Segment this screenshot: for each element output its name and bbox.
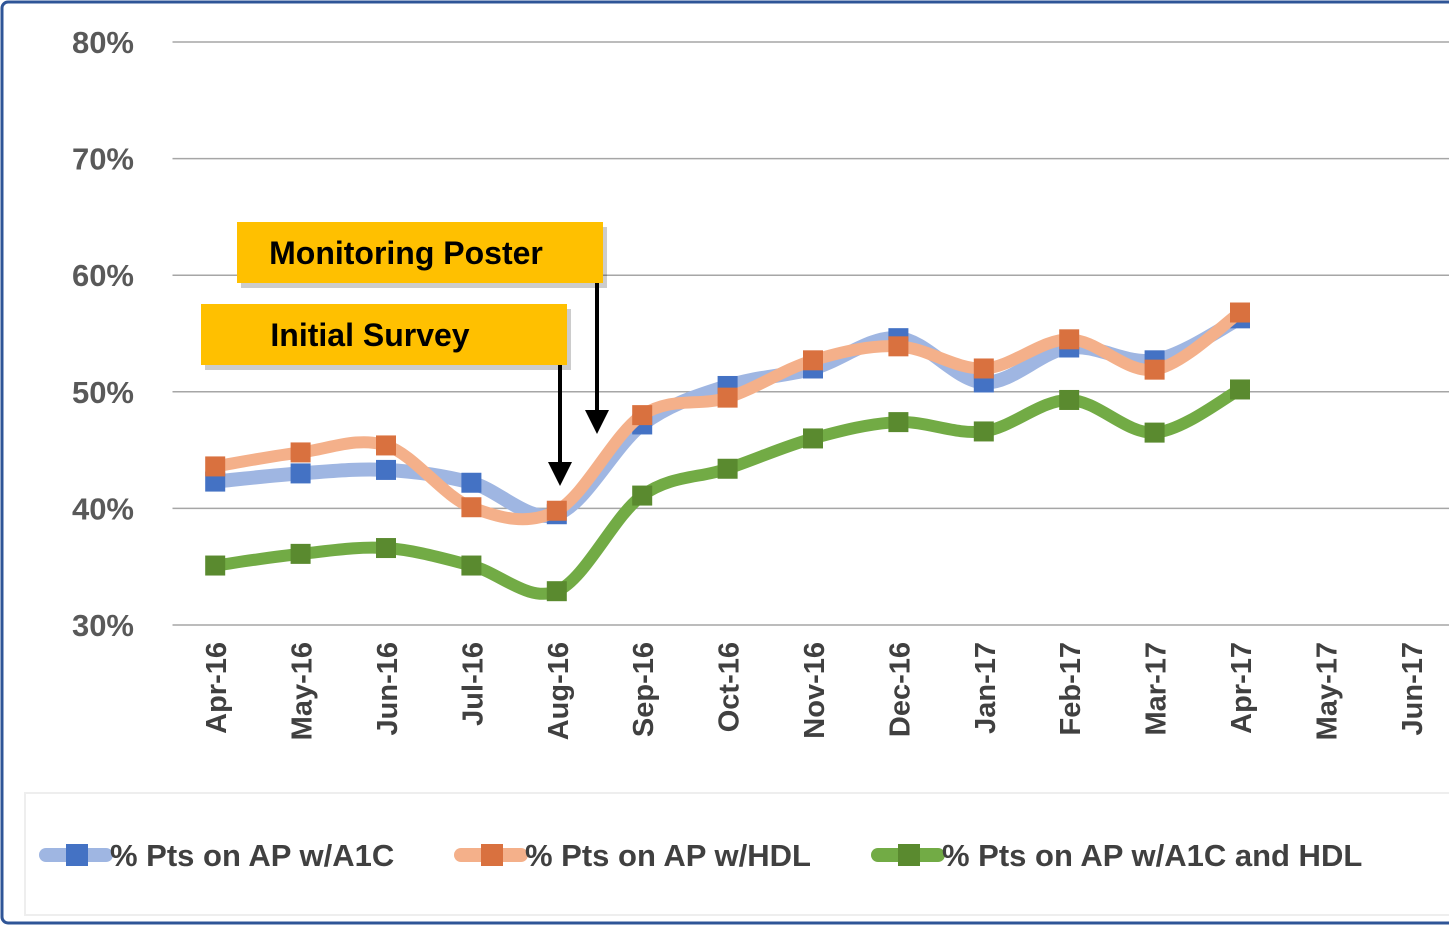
x-tick-label: Jun-16 — [372, 642, 404, 735]
marker — [1230, 379, 1250, 400]
y-tick-label: 30% — [72, 608, 134, 643]
marker — [205, 471, 226, 492]
x-tick-label: Aug-16 — [543, 642, 575, 740]
x-tick-label: Sep-16 — [628, 642, 660, 737]
marker — [717, 387, 738, 408]
marker — [376, 538, 396, 559]
annotation-box — [201, 304, 567, 365]
marker — [1230, 302, 1250, 323]
marker — [803, 350, 823, 371]
marker — [290, 442, 311, 463]
marker — [546, 500, 567, 521]
marker — [1059, 389, 1080, 410]
marker — [1059, 329, 1080, 350]
marker — [632, 485, 653, 506]
marker — [205, 555, 226, 576]
x-tick-label: Apr-16 — [201, 642, 233, 734]
marker — [973, 421, 994, 442]
annotation-text: Initial Survey — [270, 317, 469, 353]
legend-box — [24, 792, 1449, 916]
marker — [888, 336, 909, 357]
marker — [376, 435, 396, 456]
x-tick-label: Nov-16 — [799, 642, 831, 739]
legend-label: % Pts on AP w/A1C and HDL — [942, 838, 1362, 873]
x-tick-label: May-17 — [1311, 642, 1343, 740]
annotation-box — [237, 222, 603, 283]
x-tick-label: Jul-16 — [457, 642, 489, 726]
marker — [546, 581, 567, 602]
y-tick-label: 80% — [72, 25, 134, 60]
x-tick-label: Jun-17 — [1397, 642, 1429, 735]
marker — [376, 459, 396, 480]
marker — [888, 412, 909, 433]
marker — [1144, 359, 1165, 380]
marker — [461, 497, 482, 518]
legend-marker — [481, 844, 503, 866]
legend-label: % Pts on AP w/HDL — [525, 838, 811, 873]
marker — [1144, 422, 1165, 443]
y-tick-label: 50% — [72, 375, 134, 410]
y-tick-label: 40% — [72, 491, 134, 526]
annotation-text: Monitoring Poster — [269, 235, 543, 271]
y-tick-label: 60% — [72, 258, 134, 293]
legend-marker — [66, 844, 88, 866]
x-tick-label: May-16 — [287, 642, 319, 740]
marker — [290, 543, 311, 564]
marker — [717, 458, 738, 479]
x-tick-label: Apr-17 — [1226, 642, 1258, 734]
series — [205, 302, 1250, 526]
marker — [205, 456, 226, 477]
marker — [973, 358, 994, 379]
y-tick-label: 70% — [72, 142, 134, 177]
series — [205, 379, 1250, 602]
marker — [290, 463, 311, 484]
x-tick-label: Jan-17 — [970, 642, 1002, 734]
legend-marker — [898, 844, 920, 866]
marker — [632, 405, 653, 426]
legend-label: % Pts on AP w/A1C — [110, 838, 394, 873]
x-tick-label: Dec-16 — [884, 642, 916, 737]
marker — [803, 428, 823, 449]
x-tick-label: Feb-17 — [1055, 642, 1087, 735]
marker — [461, 472, 482, 493]
x-tick-label: Mar-17 — [1141, 642, 1173, 736]
x-tick-label: Oct-16 — [714, 642, 746, 732]
marker — [461, 555, 482, 576]
